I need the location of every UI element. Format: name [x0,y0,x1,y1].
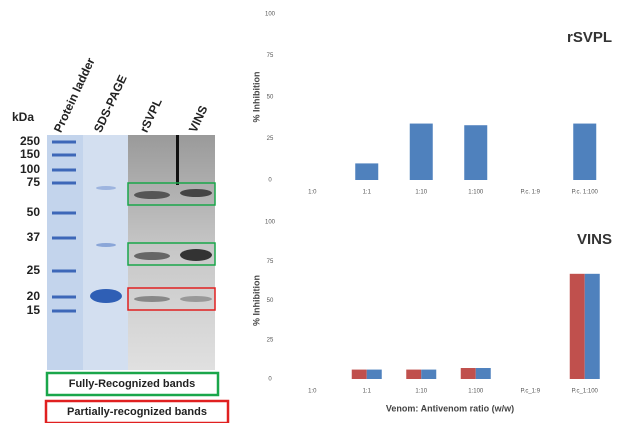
band [180,249,212,261]
bar [421,370,436,379]
bar [476,368,491,379]
marker-label: 100 [20,162,40,176]
ladder-band [52,169,76,172]
chart-title: VINS [577,231,612,248]
x-tick-label: P.c_1:100 [572,389,599,395]
legend-text: Partially-recognized bands [67,406,207,418]
marker-label: 25 [27,263,41,277]
marker-label: 250 [20,134,40,148]
y-tick-label: 100 [265,12,276,18]
y-tick-label: 25 [267,337,274,343]
x-tick-label: P.c. 1:9 [520,190,540,196]
bar [585,274,600,379]
y-tick-label: 25 [267,136,274,142]
y-axis-label: % Inhibition [251,72,261,123]
chart-title: rSVPL [567,29,612,46]
bar [367,370,382,379]
bar [573,124,596,180]
unit-label: kDa [12,110,34,124]
y-tick-label: 50 [267,95,274,101]
ladder-band [52,182,76,185]
marker-label: 37 [27,230,41,244]
ladder-band [52,310,76,313]
y-tick-label: 0 [268,178,272,184]
ladder-band [52,296,76,299]
band [180,189,212,197]
bar [352,370,367,379]
marker-label: 50 [27,205,41,219]
marker-label: 150 [20,147,40,161]
band [96,243,116,247]
lane-label: Protein ladder [51,55,98,134]
band [96,186,116,190]
marker-label: 20 [27,289,41,303]
x-axis-label: Venom: Antivenom ratio (w/w) [386,403,514,413]
sds-lane [83,135,128,370]
bar [570,274,585,379]
bar [406,370,421,379]
y-axis-label: % Inhibition [251,275,261,326]
x-tick-label: 1:10 [415,190,427,196]
y-tick-label: 75 [267,53,274,59]
ladder-band [52,270,76,273]
y-tick-label: 0 [268,377,272,383]
bar [355,163,378,180]
band [134,296,170,302]
x-tick-label: 1:1 [363,190,372,196]
y-tick-label: 50 [267,298,274,304]
x-tick-label: 1:10 [415,389,427,395]
y-tick-label: 100 [265,220,276,226]
x-tick-label: 1:0 [308,190,317,196]
lane-label: rSVPL [137,96,165,135]
x-tick-label: P.c. 1:100 [572,190,599,196]
artifact [176,135,179,185]
ladder-band [52,212,76,215]
ladder-band [52,237,76,240]
x-tick-label: 1:0 [308,389,317,395]
band [134,252,170,260]
bar [461,368,476,379]
bar [464,125,487,180]
lane-label: SDS-PAGE [91,73,130,135]
legend-text: Fully-Recognized bands [69,378,196,390]
figure: kDa Fully-Recognized bands Partially-rec… [0,0,619,423]
band [90,289,122,303]
ladder-band [52,154,76,157]
marker-label: 15 [27,303,41,317]
x-tick-label: 1:100 [468,190,484,196]
band [180,296,212,302]
x-tick-label: 1:1 [363,389,372,395]
lane-label: VINS [186,103,211,134]
band [134,191,170,199]
marker-label: 75 [27,175,41,189]
x-tick-label: 1:100 [468,389,484,395]
x-tick-label: P.c_1:9 [520,389,540,395]
y-tick-label: 75 [267,259,274,265]
ladder-band [52,141,76,144]
bar [410,124,433,180]
